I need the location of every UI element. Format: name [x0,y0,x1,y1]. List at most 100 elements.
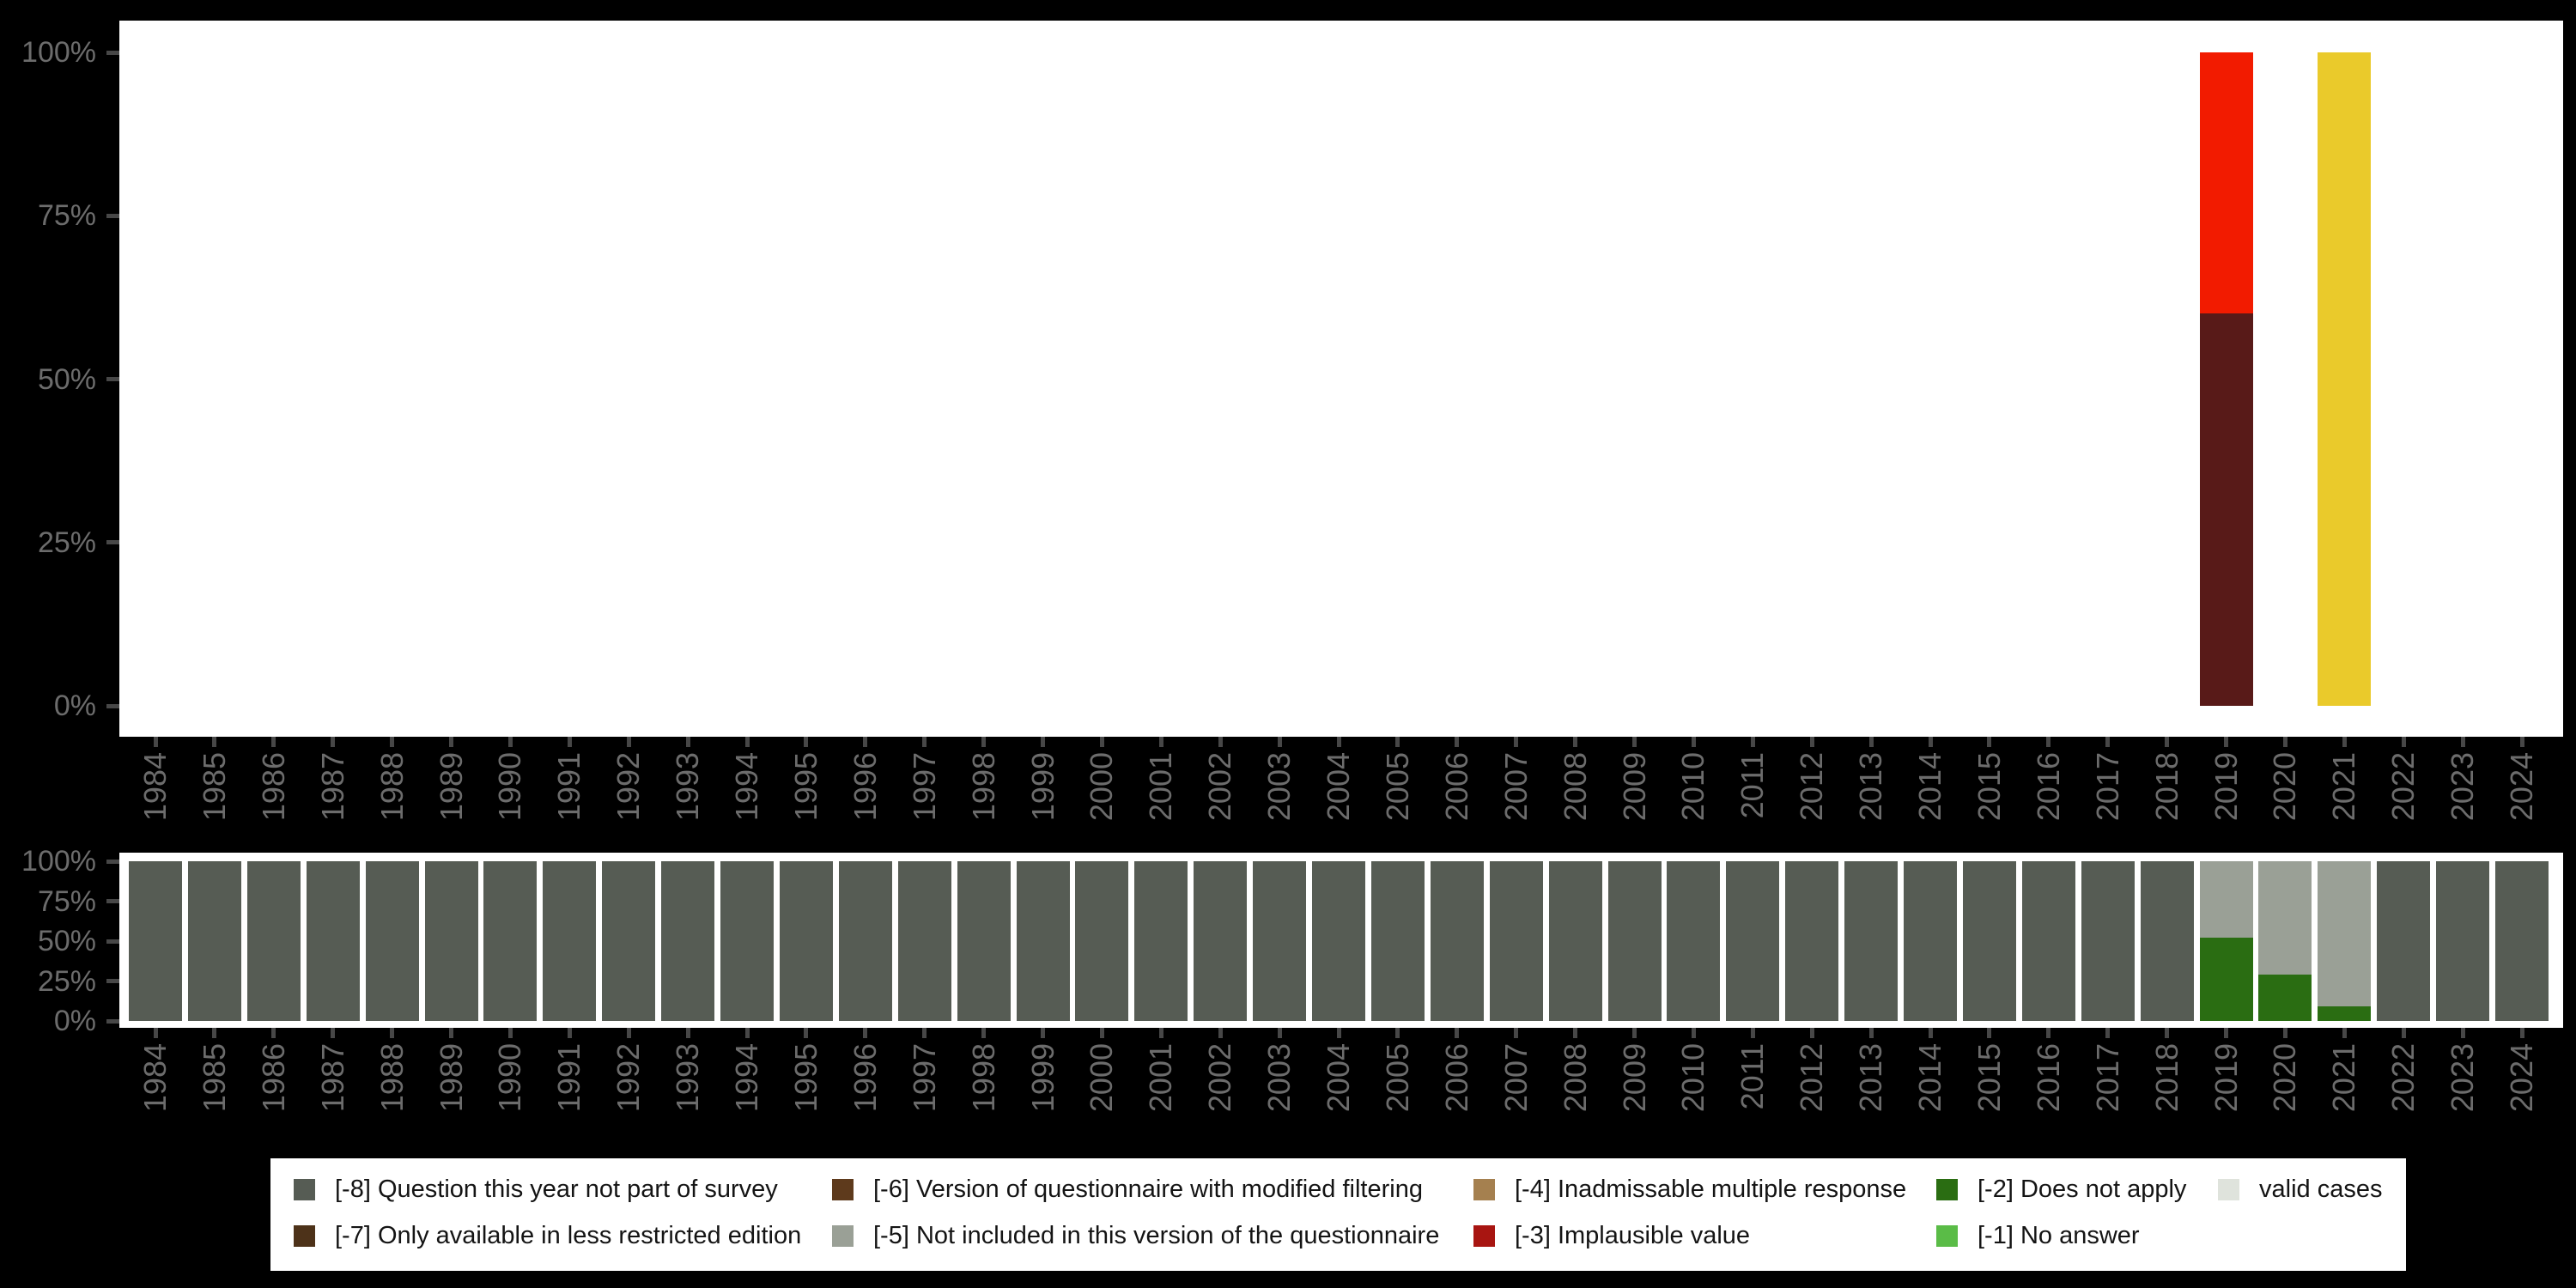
bottom-x-axis-tick [1691,1028,1696,1038]
bar-segment-2021 [2318,1006,2372,1021]
bottom-x-axis-tick [804,1028,809,1038]
top-x-axis-year-label: 1997 [906,752,942,822]
bar-segment-2016 [2021,861,2075,1021]
bar-segment-2015 [1962,861,2016,1021]
bottom-x-axis-year-label: 1985 [196,1043,232,1113]
bottom-x-axis-tick [1158,1028,1163,1038]
bar-segment-2001 [1134,861,1188,1021]
bottom-x-axis-year-label: 2013 [1853,1043,1889,1113]
bottom-x-axis-year-label: 1998 [965,1043,1001,1113]
bar-segment-1995 [779,861,833,1021]
top-x-axis-year-label: 2017 [2089,752,2125,822]
top-x-axis-year-label: 1986 [255,752,291,822]
bottom-x-axis-tick [390,1028,395,1038]
top-x-axis-tick [507,737,513,747]
bar-segment-1991 [543,861,597,1021]
bottom-x-axis-tick [2282,1028,2287,1038]
bar-segment-2005 [1370,861,1425,1021]
legend-label: [-1] No answer [1978,1222,2140,1249]
bottom-x-axis-year-label: 2010 [1675,1043,1711,1113]
bar-segment-2009 [1607,861,1662,1021]
bottom-x-axis-tick [2224,1028,2228,1038]
legend-swatch [2218,1179,2239,1200]
legend-swatch [294,1225,315,1247]
bottom-x-axis-year-label: 1986 [255,1043,291,1113]
bottom-y-axis-tick [106,859,119,864]
bar-segment-2011 [1726,861,1780,1021]
bar-segment-1999 [1016,861,1070,1021]
bottom-x-axis-tick [1928,1028,1933,1038]
bottom-x-axis-year-label: 2007 [1498,1043,1534,1113]
top-x-axis-year-label: 2000 [1084,752,1120,822]
bottom-x-axis-year-label: 2003 [1261,1043,1297,1113]
bar-segment-2020 [2258,975,2312,1021]
top-y-axis-label: 100% [21,36,96,69]
bottom-x-axis-year-label: 2009 [1616,1043,1652,1113]
top-x-axis-tick [804,737,809,747]
top-x-axis-tick [1573,737,1578,747]
top-x-axis-tick [1336,737,1341,747]
bottom-x-axis-year-label: 1991 [551,1043,587,1113]
top-x-axis-tick [331,737,336,747]
bottom-x-axis-tick [1750,1028,1755,1038]
top-x-axis-year-label: 1999 [1024,752,1060,822]
bottom-x-axis-year-label: 1988 [374,1043,410,1113]
bar-segment-1990 [483,861,538,1021]
top-x-axis-tick [2224,737,2228,747]
bottom-x-axis-tick [1573,1028,1578,1038]
bar-segment-2020 [2258,861,2312,975]
bottom-x-axis-tick [1868,1028,1874,1038]
bottom-x-axis-tick [863,1028,868,1038]
top-x-axis-tick [1277,737,1282,747]
top-x-axis-tick [212,737,217,747]
top-x-axis-tick [1041,737,1045,747]
bottom-x-axis-tick [922,1028,927,1038]
bar-segment-1987 [306,861,360,1021]
top-y-axis-tick [106,377,119,381]
bottom-x-axis-tick [2342,1028,2347,1038]
bottom-x-axis-year-label: 2014 [1912,1043,1947,1113]
top-chart-plot-area [119,21,2563,737]
top-x-axis-tick [1455,737,1460,747]
bottom-y-axis-tick [106,1018,119,1024]
top-x-axis-year-label: 1996 [847,752,883,822]
top-x-axis-year-label: 1993 [670,752,706,822]
bottom-y-axis-tick [106,939,119,944]
bar-segment-1993 [661,861,715,1021]
bottom-x-axis-year-label: 2011 [1735,1043,1771,1110]
top-x-axis-year-label: 2010 [1675,752,1711,822]
top-y-axis-label: 75% [37,199,96,233]
bar-segment-1994 [720,861,774,1021]
bottom-x-axis-year-label: 2018 [2148,1043,2184,1113]
top-y-axis-label: 50% [37,362,96,396]
legend-label: [-7] Only available in less restricted e… [335,1222,802,1249]
top-x-axis-tick [1158,737,1163,747]
top-x-axis-tick [2105,737,2111,747]
bar-segment-2019 [2199,52,2253,314]
bottom-x-axis-tick [271,1028,276,1038]
legend-label: [-3] Implausible value [1515,1222,1751,1249]
bottom-x-axis-year-label: 1996 [847,1043,883,1113]
bar-segment-2019 [2199,313,2253,706]
top-x-axis-tick [1099,737,1104,747]
top-x-axis-year-label: 1984 [137,752,173,822]
top-x-axis-year-label: 2002 [1202,752,1238,822]
bottom-x-axis-year-label: 2001 [1143,1043,1179,1113]
bottom-x-axis-year-label: 2000 [1084,1043,1120,1113]
bottom-y-axis-label: 0% [53,1005,96,1037]
bottom-x-axis-tick [212,1028,217,1038]
top-x-axis-tick [922,737,927,747]
top-x-axis-tick [449,737,453,747]
bar-segment-2006 [1430,861,1484,1021]
bar-segment-1997 [897,861,951,1021]
bar-segment-1988 [365,861,419,1021]
top-x-axis-year-label: 2019 [2208,752,2244,822]
top-x-axis-year-label: 2006 [1438,752,1474,822]
top-x-axis-year-label: 1998 [965,752,1001,822]
legend-swatch [294,1179,315,1200]
top-x-axis-year-label: 1995 [787,752,823,822]
top-x-axis-tick [1395,737,1400,747]
bar-segment-1986 [246,861,301,1021]
top-x-axis-year-label: 2009 [1616,752,1652,822]
bar-segment-2019 [2199,861,2253,939]
